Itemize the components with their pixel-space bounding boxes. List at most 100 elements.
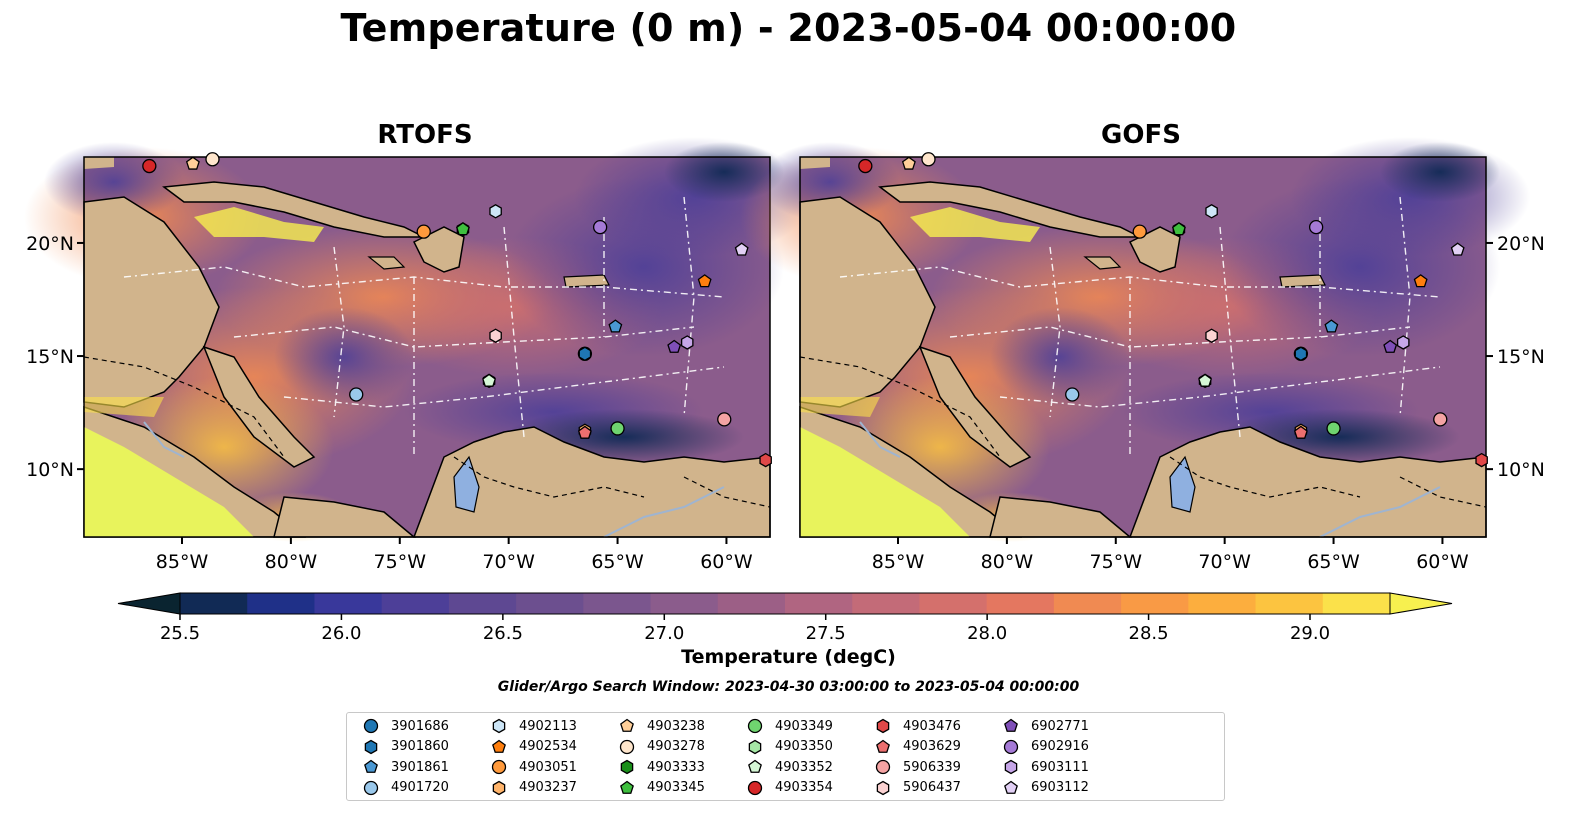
legend-item-6902916: 6902916 <box>1001 737 1089 757</box>
legend-label: 3901860 <box>391 739 449 754</box>
float-marker-4902534 <box>697 274 712 288</box>
x-tick-label: 85°W <box>872 551 925 573</box>
colorbar-segment <box>1255 593 1324 614</box>
rtofs-y-axis: 20°N 15°N 10°N <box>26 233 84 481</box>
legend-label: 4903333 <box>647 759 705 775</box>
pentagon-marker-icon <box>364 759 378 773</box>
legend-item-6903112: 6903112 <box>1001 778 1089 798</box>
circle-marker-icon <box>875 759 891 775</box>
y-tick-label: 10°N <box>26 459 74 481</box>
circle-marker-icon <box>747 718 763 734</box>
legend-item-4902534: 4902534 <box>489 737 577 757</box>
y-tick-label: 10°N <box>1497 459 1545 481</box>
hexagon-marker-icon <box>364 739 378 754</box>
legend-item-3901860: 3901860 <box>361 737 449 757</box>
legend-label: 5906437 <box>903 780 961 795</box>
float-marker-6902916 <box>1308 219 1324 235</box>
float-marker-4903352 <box>482 373 497 387</box>
x-tick-label: 60°W <box>1416 551 1469 573</box>
legend-label: 6902771 <box>1031 718 1089 734</box>
legend-label: 3901686 <box>391 718 449 734</box>
colorbar-tick-label: 26.0 <box>321 623 361 644</box>
colorbar-tick-label: 27.0 <box>644 623 684 644</box>
legend-label: 6902916 <box>1031 739 1089 754</box>
legend-item-3901686: 3901686 <box>361 716 449 736</box>
legend-item-5906437: 5906437 <box>873 778 961 798</box>
colorbar-ticks: 25.5 26.0 26.5 27.0 27.5 28.0 28.5 29.0 <box>160 614 1330 644</box>
float-marker-6903112 <box>734 242 749 256</box>
legend-label: 6903111 <box>1031 759 1089 775</box>
gofs-x-axis: 85°W 80°W 75°W 70°W 65°W 60°W <box>872 537 1469 573</box>
legend-item-4903278: 4903278 <box>617 737 705 757</box>
y-tick-label: 20°N <box>26 233 74 255</box>
legend-label: 4902534 <box>519 739 577 754</box>
x-tick-label: 75°W <box>1090 551 1143 573</box>
colorbar-segment <box>1188 593 1257 614</box>
legend-item-4903354: 4903354 <box>745 778 833 798</box>
legend-label: 4903345 <box>647 780 705 795</box>
x-tick-label: 85°W <box>156 551 209 573</box>
float-marker-3901861 <box>608 319 623 333</box>
legend-label: 4903349 <box>775 718 833 734</box>
legend-label: 4902113 <box>519 718 577 734</box>
colorbar-segment <box>516 593 584 614</box>
colorbar-segment <box>919 593 988 614</box>
float-marker-6903112 <box>1450 242 1465 256</box>
legend-label: 4903476 <box>903 718 961 734</box>
x-tick-label: 65°W <box>1307 551 1360 573</box>
hexagon-marker-icon <box>620 759 634 775</box>
float-marker-4903238 <box>185 156 200 170</box>
float-marker-5906339 <box>1433 412 1448 427</box>
colorbar-extend-min <box>117 592 181 615</box>
float-marker-4903629 <box>577 425 592 439</box>
colorbar-tick-label: 27.5 <box>806 623 846 644</box>
float-marker-4903345 <box>455 222 470 236</box>
x-tick-label: 75°W <box>374 551 427 573</box>
pentagon-marker-icon <box>620 780 634 794</box>
figure-title: Temperature (0 m) - 2023-05-04 00:00:00 <box>340 6 1237 50</box>
colorbar-segment <box>247 593 316 614</box>
pentagon-marker-icon <box>1004 718 1018 732</box>
legend-item-4903051: 4903051 <box>489 757 577 777</box>
colorbar-segment <box>986 593 1055 614</box>
legend-label: 4901720 <box>391 780 449 795</box>
hexagon-marker-icon <box>748 739 762 754</box>
gofs-float-markers <box>858 152 1488 468</box>
y-tick-label: 20°N <box>1497 233 1545 255</box>
rtofs-x-axis: 85°W 80°W 75°W 70°W 65°W 60°W <box>156 537 753 573</box>
colorbar-segment <box>852 593 921 614</box>
float-marker-4903051 <box>416 224 431 239</box>
colorbar-segment <box>180 593 248 614</box>
float-marker-4903278 <box>205 152 220 167</box>
colorbar-segment <box>1322 593 1391 614</box>
float-marker-6902771 <box>1383 339 1398 353</box>
float-marker-4903349 <box>610 421 625 436</box>
legend-item-3901861: 3901861 <box>361 757 449 777</box>
circle-marker-icon <box>363 780 379 795</box>
colorbar-segment <box>448 593 517 614</box>
float-marker-4903278 <box>921 152 936 167</box>
circle-marker-icon <box>491 759 507 775</box>
float-marker-5906437 <box>489 328 502 343</box>
float-marker-4903476 <box>759 452 772 468</box>
float-marker-4901720 <box>1065 387 1080 402</box>
pentagon-marker-icon <box>1004 780 1018 794</box>
colorbar-tick-label: 29.0 <box>1290 623 1330 644</box>
legend-label: 4903051 <box>519 759 577 775</box>
legend-label: 3901861 <box>391 759 449 775</box>
legend-label: 6903112 <box>1031 780 1089 795</box>
colorbar-outline <box>179 592 1391 615</box>
float-marker-6903111 <box>680 335 694 350</box>
colorbar-tick-label: 28.5 <box>1129 623 1169 644</box>
float-marker-4902113 <box>489 204 502 219</box>
x-tick-label: 80°W <box>981 551 1034 573</box>
legend-item-6903111: 6903111 <box>1001 757 1089 777</box>
float-marker-4903476 <box>1475 452 1488 468</box>
legend-label: 4903629 <box>903 739 961 754</box>
float-marker-4902113 <box>1205 204 1218 219</box>
float-marker-4903345 <box>1171 222 1186 236</box>
float-marker-4903629 <box>1293 425 1308 439</box>
pentagon-marker-icon <box>492 739 506 753</box>
panel-title-rtofs: RTOFS <box>377 120 473 150</box>
legend-item-4903237: 4903237 <box>489 778 577 798</box>
